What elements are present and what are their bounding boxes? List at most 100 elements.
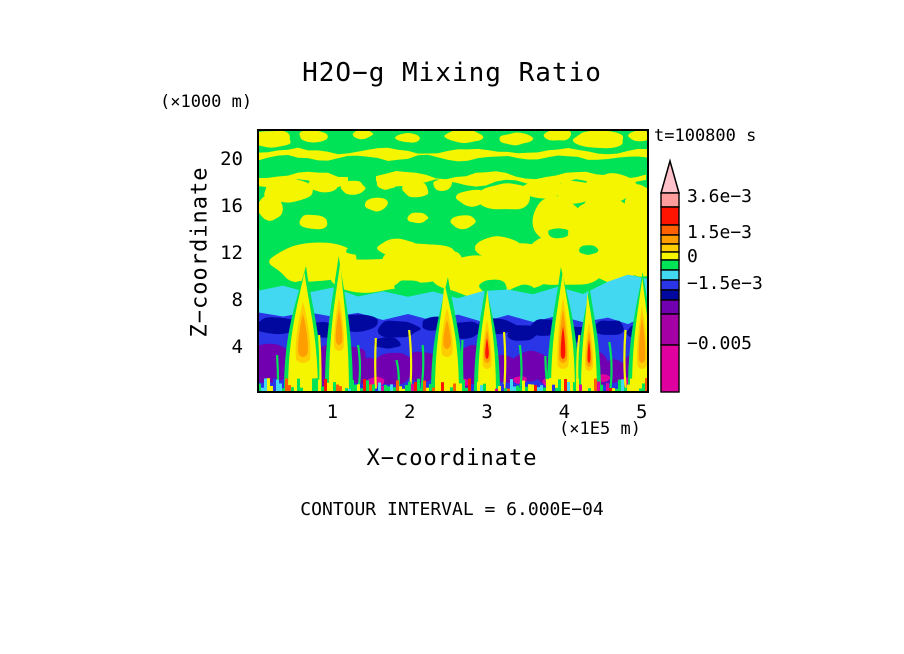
ground-noise	[510, 379, 513, 392]
yellow-region	[499, 132, 534, 146]
ground-noise	[645, 378, 648, 392]
ground-noise	[450, 387, 453, 392]
ground-noise	[582, 388, 585, 392]
ground-noise	[429, 384, 432, 392]
ground-noise	[462, 379, 465, 392]
ground-noise	[591, 380, 594, 392]
ground-noise	[477, 381, 480, 392]
ground-noise	[549, 378, 552, 392]
colorbar-segment	[660, 234, 680, 245]
ground-noise	[585, 381, 588, 392]
ground-noise	[495, 388, 498, 392]
yellow-region	[352, 130, 374, 140]
ground-noise	[396, 380, 399, 392]
ground-noise	[339, 386, 342, 392]
ground-noise	[498, 386, 501, 392]
vertical-filament	[419, 344, 425, 392]
ground-noise	[471, 384, 474, 392]
ground-noise	[597, 381, 600, 392]
colorbar	[660, 158, 680, 393]
colorbar-label: 1.5e−3	[687, 222, 753, 243]
yellow-region	[433, 179, 453, 191]
yellow-region	[521, 178, 561, 199]
x-tick-label: 1	[326, 401, 339, 423]
ground-noise	[528, 384, 531, 392]
ground-noise	[402, 388, 405, 392]
ground-noise	[399, 386, 402, 392]
ground-noise	[291, 387, 294, 392]
ground-noise	[414, 381, 417, 392]
colorbar-segment	[660, 289, 680, 301]
green-hole	[394, 280, 421, 292]
ground-noise	[543, 387, 546, 392]
ground-noise	[486, 384, 489, 392]
contour-field	[258, 130, 648, 392]
ground-noise	[444, 388, 447, 392]
vertical-filament	[623, 329, 628, 392]
ground-noise	[288, 385, 291, 392]
ground-noise	[342, 388, 345, 392]
ground-noise	[570, 383, 573, 392]
ground-noise	[447, 384, 450, 392]
ground-noise	[426, 387, 429, 392]
ground-noise	[522, 380, 525, 392]
plume-core	[335, 310, 343, 345]
yellow-region	[364, 197, 388, 212]
ground-noise	[456, 386, 459, 392]
ground-noise	[378, 382, 381, 392]
ground-noise	[408, 381, 411, 392]
ground-noise	[603, 385, 606, 392]
ground-noise	[276, 379, 279, 392]
ground-noise	[459, 383, 462, 392]
plume-core	[443, 320, 451, 349]
ground-noise	[474, 388, 477, 392]
ground-noise	[423, 380, 426, 392]
green-hole	[452, 242, 475, 253]
colorbar-arrow	[660, 158, 680, 194]
x-tick-label: 4	[558, 401, 571, 423]
ground-noise	[555, 387, 558, 392]
yellow-region	[377, 238, 419, 257]
purple-blob	[370, 352, 414, 385]
ground-noise	[552, 384, 555, 392]
yellow-region	[299, 130, 328, 143]
colorbar-label: −0.005	[687, 333, 753, 354]
ground-noise	[351, 379, 354, 392]
colorbar-segment	[660, 313, 680, 346]
ground-noise	[504, 388, 507, 392]
vertical-filament	[374, 337, 378, 392]
ground-noise	[387, 386, 390, 392]
ground-noise	[327, 382, 330, 392]
ground-noise	[630, 378, 633, 392]
yellow-region	[402, 182, 429, 198]
yellow-region	[376, 177, 396, 190]
navy-patch	[374, 337, 401, 349]
ground-noise	[372, 384, 375, 392]
ground-noise	[531, 384, 534, 392]
x-axis-unit-label: (×1E5 m)	[559, 419, 641, 439]
green-hole	[579, 245, 599, 255]
ground-noise	[411, 384, 414, 392]
ground-noise	[564, 379, 567, 392]
ground-noise	[357, 384, 360, 392]
yellow-region	[450, 215, 476, 230]
x-tick-label: 2	[403, 401, 416, 423]
colorbar-segment	[660, 299, 680, 315]
ground-noise	[285, 378, 288, 392]
yellow-stripe	[258, 147, 648, 162]
ground-noise	[465, 387, 468, 392]
ground-noise	[273, 378, 276, 392]
yellow-stripe	[376, 171, 646, 188]
yellow-region	[444, 130, 484, 144]
ground-noise	[513, 386, 516, 392]
ground-noise	[258, 383, 261, 392]
colorbar-segment	[660, 206, 680, 226]
ground-noise	[354, 384, 357, 392]
colorbar-label: 3.6e−3	[687, 186, 753, 207]
ground-noise	[324, 378, 327, 392]
ground-noise	[537, 387, 540, 392]
x-tick-label: 5	[636, 401, 648, 423]
z-tick-label: 12	[220, 242, 243, 264]
ground-noise	[270, 386, 273, 392]
plume-core	[587, 340, 591, 363]
